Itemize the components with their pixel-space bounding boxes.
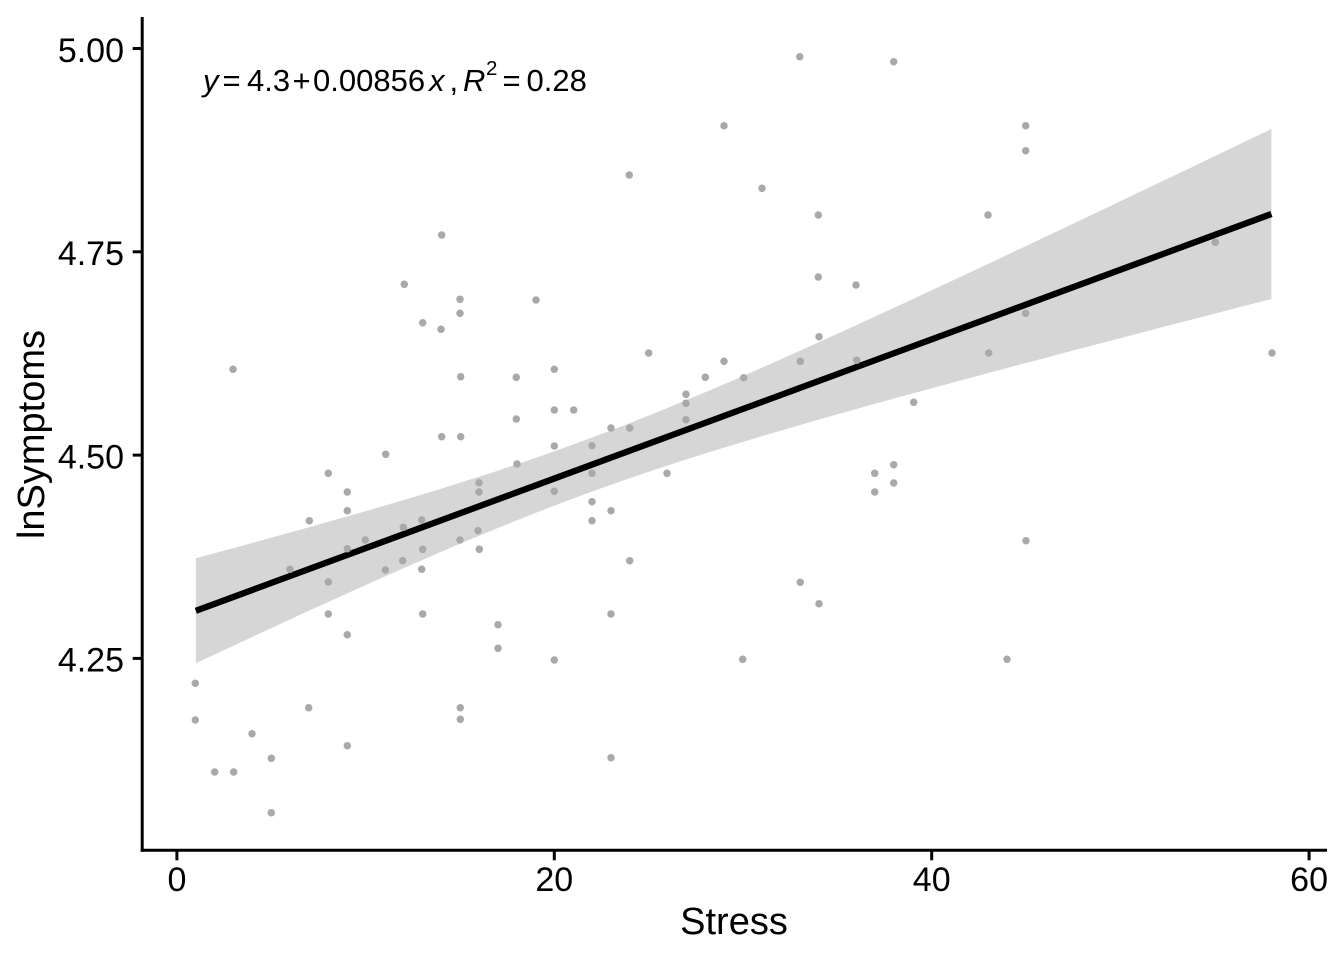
svg-text:Stress: Stress xyxy=(680,901,788,943)
svg-text:5.00: 5.00 xyxy=(58,32,124,70)
svg-text:4.25: 4.25 xyxy=(58,642,124,680)
svg-text:60: 60 xyxy=(1290,861,1328,899)
svg-text:0: 0 xyxy=(167,861,186,899)
svg-text:20: 20 xyxy=(535,861,573,899)
svg-text:lnSymptoms: lnSymptoms xyxy=(11,330,53,539)
svg-text:40: 40 xyxy=(913,861,951,899)
svg-text:4.75: 4.75 xyxy=(58,235,124,273)
svg-text:4.50: 4.50 xyxy=(58,438,124,476)
